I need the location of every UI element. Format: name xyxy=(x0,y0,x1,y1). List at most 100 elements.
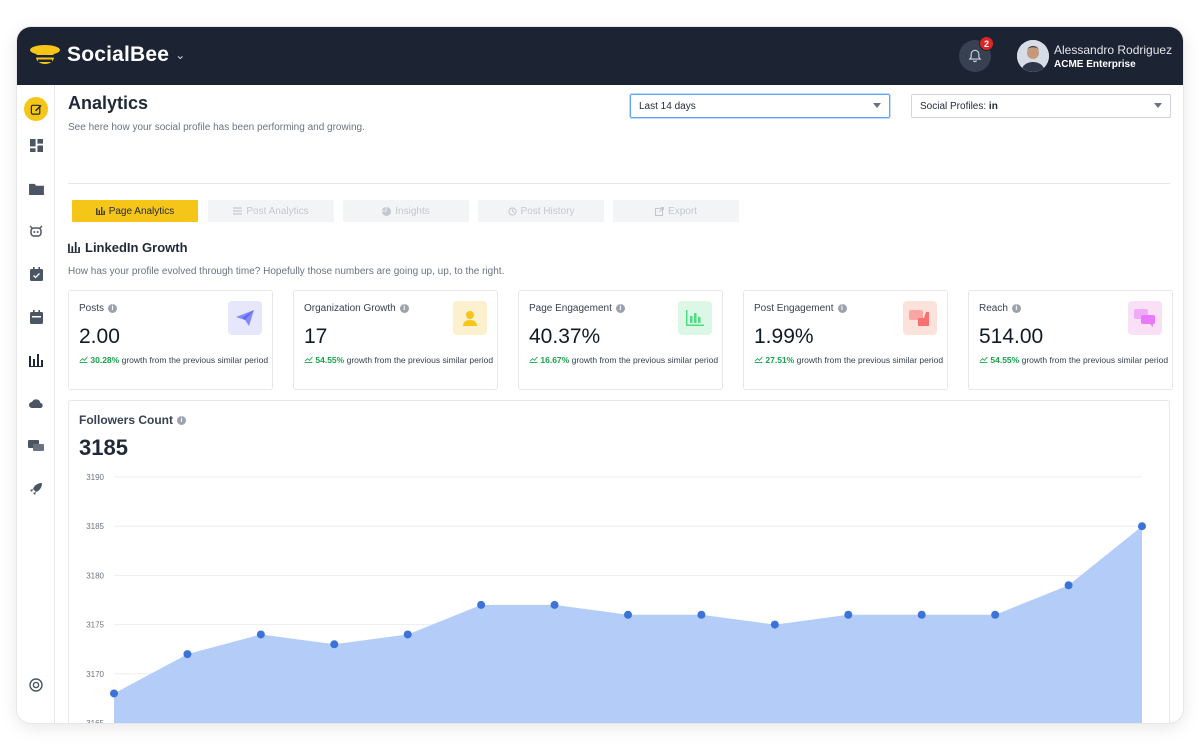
caret-down-icon xyxy=(873,103,881,108)
y-tick-label: 3190 xyxy=(86,473,104,482)
metric-growth-text: growth from the previous similar period xyxy=(121,355,269,365)
sidebar-item-inbox[interactable] xyxy=(24,434,48,458)
data-point xyxy=(330,640,339,649)
metric-growth-text: growth from the previous similar period xyxy=(571,355,719,365)
cloud-icon xyxy=(28,398,43,408)
metric-value: 514.00 xyxy=(979,325,1044,348)
sidebar-item-help[interactable] xyxy=(24,673,48,697)
robot-icon xyxy=(29,225,43,237)
data-point xyxy=(1064,581,1073,590)
tab-label: Post Analytics xyxy=(246,205,309,217)
metric-growth-percent: 30.28% xyxy=(90,355,120,365)
metric-growth-text: growth from the previous similar period xyxy=(346,355,494,365)
sidebar-item-hashtags[interactable] xyxy=(24,391,48,415)
list-icon xyxy=(233,207,243,215)
tab-label: Export xyxy=(668,205,697,217)
bar-chart-icon xyxy=(29,353,43,367)
metric-label: Reach i xyxy=(979,303,1021,314)
tab-export[interactable]: Export xyxy=(613,200,739,222)
data-point xyxy=(183,650,192,659)
calendar-check-icon xyxy=(29,267,43,281)
info-icon[interactable]: i xyxy=(177,415,186,425)
social-profiles-label: Social Profiles: xyxy=(920,101,987,112)
metric-label: Page Engagement i xyxy=(529,303,625,314)
tab-post-analytics[interactable]: Post Analytics xyxy=(208,200,334,222)
tab-insights[interactable]: Insights xyxy=(343,200,469,222)
sidebar-item-calendar[interactable] xyxy=(24,305,48,329)
metric-label: Post Engagement i xyxy=(754,303,847,314)
metric-growth-text: growth from the previous similar period xyxy=(796,355,944,365)
tab-post-history[interactable]: Post History xyxy=(478,200,604,222)
avatar[interactable] xyxy=(1017,40,1049,72)
info-icon[interactable]: i xyxy=(1011,304,1021,313)
info-icon[interactable]: i xyxy=(399,304,409,313)
metric-label: Posts i xyxy=(79,303,118,314)
metric-growth: 54.55% growth from the previous similar … xyxy=(979,353,1169,368)
date-range-value: Last 14 days xyxy=(639,101,696,112)
data-point xyxy=(917,610,926,619)
info-icon[interactable]: i xyxy=(615,304,625,313)
y-tick-label: 3180 xyxy=(86,571,104,580)
brand-name: SocialBee xyxy=(67,43,170,66)
metric-growth: 54.55% growth from the previous similar … xyxy=(304,353,494,368)
data-point xyxy=(844,610,853,619)
bar-chart-icon xyxy=(95,207,105,215)
trend-up-icon xyxy=(79,356,88,363)
y-tick-label: 3185 xyxy=(86,522,104,531)
data-point xyxy=(770,620,779,629)
user-photo-icon xyxy=(1017,40,1049,72)
caret-down-icon xyxy=(1154,103,1162,108)
brand-switcher[interactable]: SocialBee ⌄ xyxy=(29,43,185,67)
sidebar xyxy=(17,85,55,723)
trend-up-icon xyxy=(754,356,763,363)
metric-label: Organization Growth i xyxy=(304,303,409,314)
info-icon[interactable]: i xyxy=(837,304,847,313)
social-profiles-select[interactable]: Social Profiles: in xyxy=(911,94,1171,118)
followers-area-chart: 3165317031753180318531907. Mar8. Mar9. M… xyxy=(86,473,1146,723)
metric-card-reach: Reach i 514.00 54.55% growth from the pre… xyxy=(968,290,1173,390)
user-icon xyxy=(463,311,477,326)
y-tick-label: 3175 xyxy=(86,621,104,630)
social-profiles-value: in xyxy=(988,101,998,112)
pie-chart-icon xyxy=(382,206,392,216)
date-range-select[interactable]: Last 14 days xyxy=(630,94,890,118)
sidebar-item-schedule[interactable] xyxy=(24,262,48,286)
metric-value: 1.99% xyxy=(754,325,814,348)
sidebar-item-compose[interactable] xyxy=(24,97,48,121)
metric-icon-tile xyxy=(228,301,262,335)
section-title: LinkedIn Growth xyxy=(68,240,188,255)
app-window: SocialBee ⌄ 2 Alessandro Rodriguez ACME … xyxy=(17,27,1183,723)
user-organization[interactable]: ACME Enterprise xyxy=(1054,59,1136,70)
followers-total: 3185 xyxy=(79,435,128,460)
data-point xyxy=(1138,522,1146,531)
metric-value: 40.37% xyxy=(529,325,601,348)
trend-up-icon xyxy=(979,356,988,363)
rocket-icon xyxy=(30,483,42,495)
user-name[interactable]: Alessandro Rodriguez xyxy=(1054,43,1173,57)
metric-growth-percent: 54.55% xyxy=(990,355,1020,365)
edit-icon xyxy=(30,104,42,115)
info-icon[interactable]: i xyxy=(108,304,118,313)
tab-label: Insights xyxy=(395,205,430,217)
bar-chart-icon xyxy=(68,242,80,253)
sidebar-item-analytics[interactable] xyxy=(24,348,48,372)
chevron-down-icon: ⌄ xyxy=(175,48,186,62)
sidebar-item-content[interactable] xyxy=(24,176,48,200)
data-point xyxy=(256,630,265,639)
section-title-text: LinkedIn Growth xyxy=(85,240,188,255)
divider xyxy=(68,183,1170,184)
sidebar-item-automation[interactable] xyxy=(24,219,48,243)
metric-value: 2.00 xyxy=(79,325,120,348)
metric-icon-tile xyxy=(903,301,937,335)
tab-page-analytics[interactable]: Page Analytics xyxy=(72,200,198,222)
calendar-icon xyxy=(29,310,43,324)
sidebar-item-growth[interactable] xyxy=(24,477,48,501)
metric-growth: 16.67% growth from the previous similar … xyxy=(529,353,719,368)
thumbs-up-icon xyxy=(909,310,929,326)
followers-area xyxy=(114,526,1142,723)
metric-growth-percent: 27.51% xyxy=(765,355,795,365)
y-tick-label: 3170 xyxy=(86,670,104,679)
tab-label: Page Analytics xyxy=(108,205,175,217)
metric-icon-tile xyxy=(453,301,487,335)
sidebar-item-dashboard[interactable] xyxy=(24,133,48,157)
